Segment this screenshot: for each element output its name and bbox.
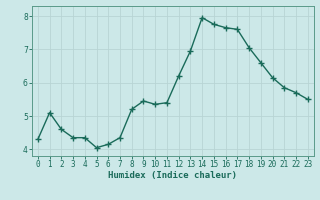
X-axis label: Humidex (Indice chaleur): Humidex (Indice chaleur) (108, 171, 237, 180)
